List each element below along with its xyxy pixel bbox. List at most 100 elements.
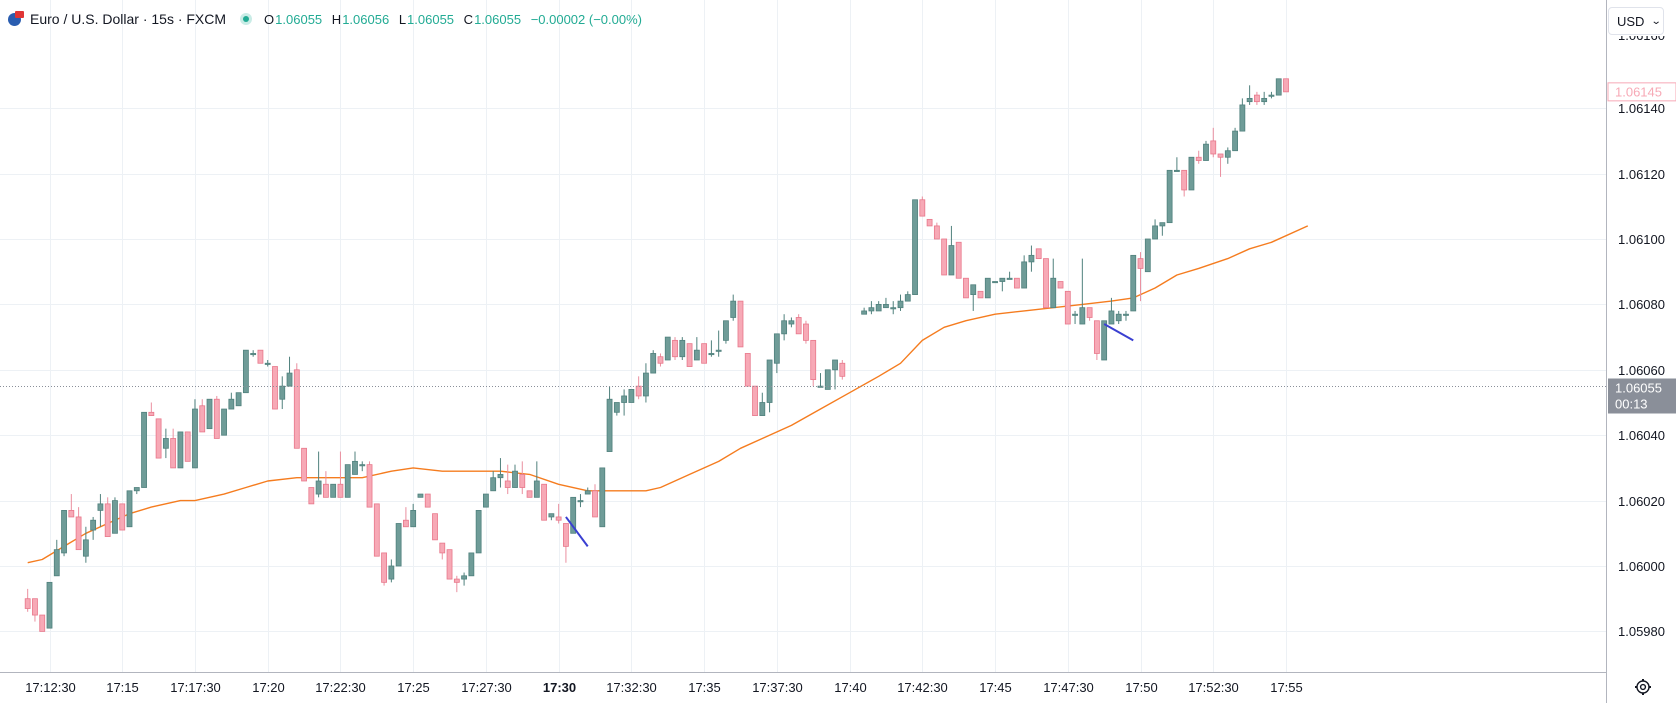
candle-body bbox=[744, 353, 751, 387]
candle-body bbox=[992, 281, 998, 284]
candle-body bbox=[1188, 156, 1195, 191]
candle-body bbox=[715, 349, 722, 352]
high-value: 1.06056 bbox=[342, 11, 390, 27]
candle-body bbox=[526, 490, 533, 498]
last-price-label: 1.06055 bbox=[1615, 381, 1662, 396]
candle-body bbox=[184, 431, 191, 462]
candle-body bbox=[1195, 156, 1202, 161]
candle-body bbox=[570, 496, 577, 534]
gear-icon[interactable] bbox=[1634, 678, 1652, 696]
candle-body bbox=[359, 464, 366, 467]
candle-body bbox=[453, 578, 460, 583]
currency-selector[interactable]: USD ⌄ bbox=[1608, 7, 1664, 35]
candle-body bbox=[519, 474, 526, 488]
candle-body bbox=[868, 307, 875, 312]
x-tick-label: 17:35 bbox=[688, 680, 721, 695]
moving-average-layer bbox=[27, 225, 1309, 564]
candle-body bbox=[32, 598, 38, 616]
x-tick-label: 17:52:30 bbox=[1188, 680, 1239, 695]
candle-body bbox=[1115, 313, 1122, 322]
candle-body bbox=[963, 277, 969, 299]
candle-body bbox=[679, 339, 686, 358]
last-price-badge bbox=[1608, 378, 1676, 414]
candle-body bbox=[803, 323, 809, 341]
high-label: H bbox=[331, 11, 342, 27]
x-tick-label: 17:32:30 bbox=[606, 680, 657, 695]
candle-body bbox=[148, 411, 155, 416]
candle-body bbox=[1166, 169, 1173, 224]
candle-body bbox=[795, 317, 802, 335]
candle-body bbox=[1261, 97, 1268, 103]
candle-body bbox=[344, 464, 351, 498]
candle-body bbox=[381, 552, 387, 583]
y-tick-label: 1.06000 bbox=[1618, 559, 1665, 574]
candle-body bbox=[388, 565, 395, 580]
candle-body bbox=[773, 333, 780, 364]
candle-body bbox=[533, 480, 540, 498]
y-tick-label: 1.06060 bbox=[1618, 363, 1665, 378]
candle-body bbox=[875, 303, 882, 312]
x-tick-label: 17:20 bbox=[252, 680, 285, 695]
candle-body bbox=[301, 447, 307, 482]
candle-body bbox=[504, 480, 511, 488]
candle-body bbox=[221, 408, 227, 436]
x-tick-label: 17:30 bbox=[543, 680, 576, 695]
euro-usd-flag-icon bbox=[6, 10, 24, 28]
candle-body bbox=[912, 199, 918, 295]
candle-body bbox=[235, 392, 242, 407]
candle-body bbox=[90, 519, 97, 531]
x-tick-label: 17:50 bbox=[1125, 680, 1158, 695]
close-value: 1.06055 bbox=[474, 11, 522, 27]
candle-body bbox=[621, 395, 628, 403]
candle-body bbox=[650, 353, 657, 374]
candle-body bbox=[1203, 143, 1209, 161]
candle-body bbox=[403, 519, 409, 528]
x-tick-label: 17:45 bbox=[979, 680, 1012, 695]
candle-body bbox=[890, 307, 897, 310]
candle-body bbox=[199, 405, 206, 433]
candle-body bbox=[337, 483, 344, 498]
candle-body bbox=[119, 503, 126, 531]
candle-body bbox=[352, 460, 358, 475]
candle-body bbox=[1108, 310, 1115, 325]
symbol-title[interactable]: Euro / U.S. Dollar · 15s · FXCM bbox=[30, 11, 227, 27]
candle-body bbox=[548, 513, 555, 518]
candle-body bbox=[1152, 225, 1158, 240]
low-value: 1.06055 bbox=[407, 11, 455, 27]
candle-body bbox=[577, 500, 584, 503]
x-tick-label: 17:25 bbox=[397, 680, 430, 695]
trend-line bbox=[1103, 323, 1134, 342]
y-tick-label: 1.06120 bbox=[1618, 167, 1665, 182]
candle-body bbox=[213, 398, 220, 439]
candle-body bbox=[628, 389, 635, 403]
candle-body bbox=[970, 284, 977, 295]
candle-body bbox=[708, 353, 715, 356]
candle-body bbox=[861, 310, 868, 315]
x-tick-label: 17:27:30 bbox=[461, 680, 512, 695]
candle-body bbox=[46, 581, 53, 629]
candle-body bbox=[1123, 313, 1129, 316]
y-tick-label: 1.06040 bbox=[1618, 428, 1665, 443]
candle-body bbox=[497, 474, 504, 479]
candle-body bbox=[192, 408, 198, 469]
candle-body bbox=[206, 398, 213, 430]
candle-body bbox=[701, 343, 708, 364]
candle-body bbox=[104, 503, 111, 537]
candle-body bbox=[1035, 248, 1042, 260]
candle-body bbox=[664, 336, 671, 361]
candle-body bbox=[170, 438, 177, 469]
candle-body bbox=[1021, 261, 1028, 289]
candle-body bbox=[395, 523, 402, 567]
candle-body bbox=[410, 510, 417, 528]
candle-body bbox=[97, 503, 104, 511]
candle-body bbox=[592, 490, 598, 518]
candle-body bbox=[468, 552, 475, 577]
candle-body bbox=[483, 493, 489, 508]
y-tick-label: 1.05980 bbox=[1618, 624, 1665, 639]
candle-body bbox=[308, 487, 315, 505]
candle-body bbox=[1072, 313, 1078, 316]
candle-body bbox=[926, 218, 933, 227]
x-tick-label: 17:12:30 bbox=[25, 680, 76, 695]
candle-body bbox=[61, 510, 67, 554]
